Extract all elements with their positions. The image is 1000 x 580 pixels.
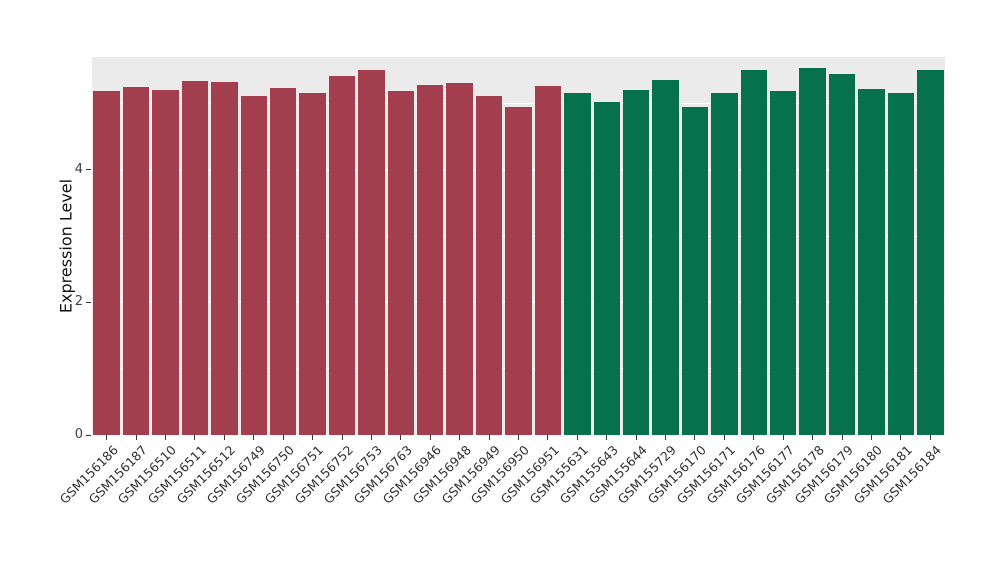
x-tick-mark (753, 435, 755, 440)
x-tick-mark (312, 435, 314, 440)
bar-GSM156170 (681, 106, 709, 435)
x-tick-mark (223, 435, 225, 440)
y-axis-title: Expression Level (56, 178, 76, 314)
bar-GSM156181 (887, 93, 915, 435)
x-tick-mark (900, 435, 902, 440)
bar-GSM156951 (534, 85, 562, 435)
y-tick-mark (86, 301, 91, 303)
x-tick-mark (135, 435, 137, 440)
bar-GSM156763 (387, 90, 415, 435)
bar-GSM156750 (269, 87, 297, 435)
bar-GSM156179 (828, 73, 856, 435)
x-tick-mark (282, 435, 284, 440)
x-tick-mark (341, 435, 343, 440)
bar-GSM156749 (240, 96, 267, 435)
x-tick-mark (694, 435, 696, 440)
bar-GSM156186 (93, 91, 120, 435)
bar-GSM156178 (799, 68, 826, 435)
x-tick-mark (488, 435, 490, 440)
x-tick-mark (841, 435, 843, 440)
bar-GSM155644 (622, 89, 650, 435)
x-tick-mark (518, 435, 519, 440)
bar-GSM156510 (152, 89, 179, 435)
bar-GSM155643 (593, 102, 620, 435)
x-tick-mark (929, 435, 931, 440)
bar-GSM156948 (446, 82, 473, 435)
x-tick-mark (576, 435, 578, 440)
x-tick-mark (194, 435, 196, 440)
bar-GSM156752 (328, 75, 356, 435)
bar-GSM156950 (505, 106, 532, 435)
x-tick-mark (665, 435, 667, 440)
y-tick-mark (86, 169, 91, 171)
bar-GSM156171 (711, 93, 738, 435)
bar-GSM156512 (211, 81, 238, 435)
x-tick-mark (723, 435, 725, 440)
x-tick-mark (370, 435, 372, 440)
x-tick-mark (459, 435, 461, 440)
bar-GSM155631 (564, 92, 591, 435)
x-tick-mark (547, 435, 549, 440)
x-tick-mark (635, 435, 637, 440)
bar-GSM156753 (358, 70, 385, 435)
y-tick-label: 2 (74, 294, 83, 310)
bar-GSM156180 (858, 88, 885, 435)
y-tick-mark (86, 434, 91, 436)
bar-GSM156176 (740, 70, 768, 435)
bar-GSM155729 (652, 79, 679, 435)
x-tick-mark (429, 435, 431, 440)
x-tick-mark (870, 435, 872, 440)
bar-GSM156751 (299, 92, 326, 435)
y-tick-label: 4 (74, 161, 83, 177)
x-tick-mark (606, 435, 608, 440)
x-tick-mark (253, 435, 255, 440)
plot-area (92, 57, 945, 436)
x-tick-mark (106, 435, 108, 440)
bar-GSM156177 (769, 90, 797, 435)
bar-GSM156511 (181, 80, 209, 435)
x-tick-mark (165, 435, 167, 440)
minor-gridline (92, 102, 945, 104)
x-tick-mark (400, 435, 402, 440)
bar-GSM156946 (417, 84, 444, 435)
y-tick-label: 0 (74, 427, 83, 442)
bar-GSM156184 (917, 69, 944, 435)
bar-GSM156949 (475, 96, 503, 435)
bar-GSM156187 (122, 86, 150, 435)
x-tick-mark (782, 435, 784, 440)
x-tick-mark (812, 435, 814, 440)
